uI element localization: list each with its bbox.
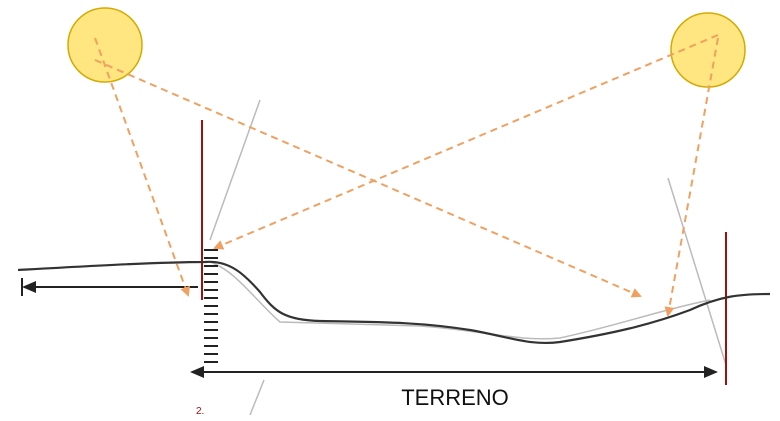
sun-left [67,7,143,83]
tick-stack [204,249,218,363]
marker-label: 2. [196,406,204,417]
terreno-label: TERRENO [401,385,509,410]
sun-rays [94,34,719,317]
terrain-line [17,260,771,345]
guide-lines [209,99,727,416]
sun-right [670,12,746,88]
